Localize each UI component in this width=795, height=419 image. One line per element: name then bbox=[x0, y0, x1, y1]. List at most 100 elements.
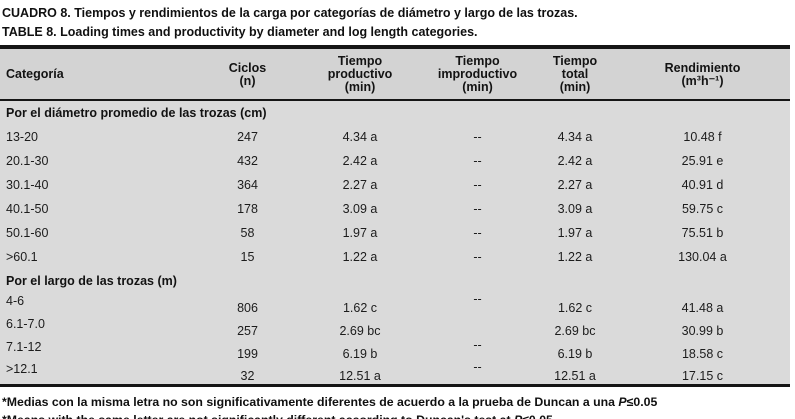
cell-improductivo: -- bbox=[420, 149, 535, 173]
cell-text: 32 bbox=[240, 368, 255, 383]
cell-category: 30.1-40 bbox=[0, 173, 195, 197]
cell-text: -- bbox=[473, 202, 482, 216]
cell-text: 41.48 a bbox=[681, 300, 724, 315]
table-row: 50.1-60 58 1.97 a -- 1.97 a 75.51 b bbox=[0, 221, 790, 245]
table-caption: CUADRO 8. Tiempos y rendimientos de la c… bbox=[0, 0, 795, 41]
cell-text: 30.99 b bbox=[681, 323, 724, 338]
cell-productivo: 2.69 bc bbox=[300, 316, 420, 339]
cell-text: -- bbox=[473, 226, 482, 240]
cell-text: -- bbox=[473, 178, 482, 192]
cell-ciclos: 432 bbox=[195, 149, 300, 173]
cell-category: 4-6 bbox=[0, 293, 195, 316]
col-header-tiempo-improductivo: Tiempo improductivo (min) bbox=[420, 47, 535, 101]
cell-text: 75.51 b bbox=[681, 226, 724, 240]
caption-spanish: CUADRO 8. Tiempos y rendimientos de la c… bbox=[2, 6, 578, 20]
col-header-tiempo-productivo: Tiempo productivo (min) bbox=[300, 47, 420, 101]
cell-text: 17.15 c bbox=[681, 368, 723, 383]
cell-ciclos: 58 bbox=[195, 221, 300, 245]
footnote-p-italic: P bbox=[618, 394, 627, 409]
cell-text: 13-20 bbox=[6, 130, 38, 144]
cell-productivo: 2.42 a bbox=[300, 149, 420, 173]
col-header-label: improductivo bbox=[437, 67, 518, 81]
cell-text: 12.51 a bbox=[339, 368, 381, 383]
cell-rendimiento: 30.99 b bbox=[615, 316, 790, 339]
cell-text: 58 bbox=[240, 226, 255, 240]
cell-text: 1.62 c bbox=[557, 300, 593, 315]
cell-text: 257 bbox=[237, 323, 258, 338]
cell-total: 12.51 a bbox=[535, 362, 615, 385]
table-row: 13-20 247 4.34 a -- 4.34 a 10.48 f bbox=[0, 125, 790, 149]
cell-text: -- bbox=[473, 291, 482, 306]
cell-category: 20.1-30 bbox=[0, 149, 195, 173]
cell-productivo: 4.34 a bbox=[300, 125, 420, 149]
cell-text: >60.1 bbox=[6, 250, 38, 264]
table-row: >60.1 15 1.22 a -- 1.22 a 130.04 a bbox=[0, 245, 790, 269]
col-header-unit: (min) bbox=[344, 80, 376, 94]
col-header-tiempo-total: Tiempo total (min) bbox=[535, 47, 615, 101]
cell-text: -- bbox=[473, 154, 482, 168]
cell-improductivo: -- bbox=[420, 245, 535, 269]
cell-text: 1.62 c bbox=[342, 300, 378, 315]
cell-rendimiento: 40.91 d bbox=[615, 173, 790, 197]
col-header-label: productivo bbox=[327, 67, 393, 81]
cell-rendimiento: 59.75 c bbox=[615, 197, 790, 221]
cell-category: 6.1-7.0 bbox=[0, 316, 195, 339]
table-row: 7.1-12 199 6.19 b -- 6.19 b 18.58 c bbox=[0, 337, 790, 362]
cell-text: -- bbox=[473, 130, 482, 144]
cell-productivo: 1.62 c bbox=[300, 293, 420, 316]
cell-rendimiento: 75.51 b bbox=[615, 221, 790, 245]
cell-rendimiento: 17.15 c bbox=[615, 362, 790, 385]
cell-text: 2.69 bc bbox=[339, 323, 381, 338]
cell-text: 432 bbox=[237, 154, 258, 168]
cell-category: 13-20 bbox=[0, 125, 195, 149]
cell-text: 2.27 a bbox=[342, 178, 378, 192]
cell-text: 6.19 b bbox=[557, 346, 593, 361]
cell-ciclos: 806 bbox=[195, 293, 300, 316]
cell-text: 12.51 a bbox=[554, 368, 596, 383]
cell-improductivo: -- bbox=[420, 291, 535, 316]
table-row: 6.1-7.0 257 2.69 bc 2.69 bc 30.99 b bbox=[0, 316, 790, 339]
col-header-label: total bbox=[561, 67, 589, 81]
cell-productivo: 1.22 a bbox=[300, 245, 420, 269]
footnote-spanish: *Medias con la misma letra no son signif… bbox=[2, 393, 795, 412]
cell-text: 2.69 bc bbox=[554, 323, 596, 338]
cell-rendimiento: 10.48 f bbox=[615, 125, 790, 149]
cell-text: 130.04 a bbox=[678, 250, 727, 264]
cell-text: 30.1-40 bbox=[6, 178, 49, 192]
cell-ciclos: 32 bbox=[195, 362, 300, 385]
cell-text: 4.34 a bbox=[557, 130, 593, 144]
cell-text: 1.97 a bbox=[342, 226, 378, 240]
cell-text: 1.22 a bbox=[557, 250, 593, 264]
cell-total: 2.42 a bbox=[535, 149, 615, 173]
footnote-text: ≤0.05 bbox=[626, 394, 658, 409]
cell-productivo: 1.97 a bbox=[300, 221, 420, 245]
caption-english: TABLE 8. Loading times and productivity … bbox=[2, 24, 478, 39]
col-header-unit: (min) bbox=[462, 80, 493, 94]
col-header-unit: (m³h⁻¹) bbox=[681, 73, 724, 88]
cell-category: >60.1 bbox=[0, 245, 195, 269]
col-header-label: Tiempo bbox=[337, 54, 383, 68]
cell-text: -- bbox=[473, 337, 482, 352]
cell-text: 25.91 e bbox=[681, 154, 724, 168]
cell-ciclos: 247 bbox=[195, 125, 300, 149]
footnote-text: *Means with the same letter are not sign… bbox=[2, 413, 514, 419]
cell-total: 4.34 a bbox=[535, 125, 615, 149]
cell-text: 10.48 f bbox=[683, 130, 722, 144]
cell-text: >12.1 bbox=[6, 361, 38, 376]
cell-text: 4-6 bbox=[6, 293, 25, 308]
cell-productivo: 12.51 a bbox=[300, 362, 420, 385]
cell-ciclos: 199 bbox=[195, 339, 300, 362]
table-row: 4-6 806 1.62 c -- 1.62 c 41.48 a bbox=[0, 291, 790, 316]
cell-text: 806 bbox=[237, 300, 258, 315]
cell-rendimiento: 25.91 e bbox=[615, 149, 790, 173]
col-header-label: Rendimiento bbox=[664, 60, 741, 75]
col-header-ciclos: Ciclos (n) bbox=[195, 47, 300, 101]
cell-improductivo bbox=[420, 316, 535, 339]
cell-text: 1.97 a bbox=[557, 226, 593, 240]
cell-text: 40.1-50 bbox=[6, 202, 49, 216]
cell-category: 7.1-12 bbox=[0, 339, 195, 362]
cell-text: 1.22 a bbox=[342, 250, 378, 264]
table-row: 40.1-50 178 3.09 a -- 3.09 a 59.75 c bbox=[0, 197, 790, 221]
data-table: Categoría Ciclos (n) Tiempo productivo (min… bbox=[0, 45, 790, 387]
cell-category: 40.1-50 bbox=[0, 197, 195, 221]
